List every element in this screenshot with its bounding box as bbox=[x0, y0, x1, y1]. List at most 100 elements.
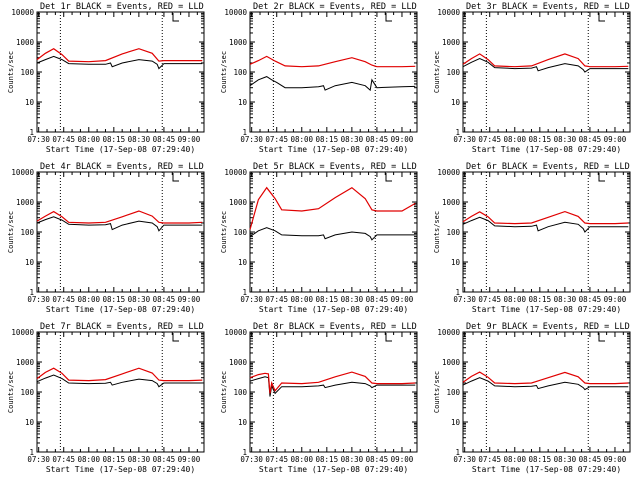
y-tick-label: 1 bbox=[242, 288, 247, 297]
x-tick-label: 08:00 bbox=[290, 135, 313, 144]
panel-title: Det 7r BLACK = Events, RED = LLD bbox=[40, 322, 204, 332]
y-tick-label: 100 bbox=[20, 68, 34, 77]
plot-frame bbox=[462, 11, 631, 133]
x-tick-label: 08:30 bbox=[341, 135, 364, 144]
x-tick-label: 08:30 bbox=[128, 295, 151, 304]
lld-series-line bbox=[249, 55, 416, 68]
x-tick-label: 08:15 bbox=[316, 455, 339, 464]
interval-mark bbox=[172, 173, 179, 182]
y-tick-label: 10 bbox=[238, 418, 248, 427]
x-axis-label: Start Time (17-Sep-08 07:29:40) bbox=[259, 465, 408, 474]
panel-3: Det 3r BLACK = Events, RED = LLD 1 10 100 10… bbox=[433, 2, 631, 154]
x-tick-label: 09:00 bbox=[604, 295, 627, 304]
y-tick-label: 1 bbox=[29, 448, 34, 457]
y-tick-label: 1000 bbox=[229, 198, 248, 207]
x-tick-label: 07:30 bbox=[453, 135, 476, 144]
lld-series-line bbox=[36, 210, 203, 224]
y-tick-label: 10000 bbox=[437, 8, 460, 17]
x-tick-label: 07:45 bbox=[265, 295, 288, 304]
interval-mark bbox=[385, 173, 392, 182]
panel-title: Det 6r BLACK = Events, RED = LLD bbox=[466, 162, 630, 172]
x-tick-label: 08:00 bbox=[503, 295, 526, 304]
x-tick-label: 07:45 bbox=[52, 295, 75, 304]
y-tick-label: 10 bbox=[25, 98, 35, 107]
y-tick-label: 1000 bbox=[229, 38, 248, 47]
events-series-line bbox=[36, 55, 203, 70]
y-axis-label: Counts/sec bbox=[7, 371, 15, 413]
x-tick-label: 08:45 bbox=[579, 135, 602, 144]
y-tick-label: 10000 bbox=[224, 328, 247, 337]
x-tick-label: 08:30 bbox=[341, 455, 364, 464]
y-tick-label: 10000 bbox=[11, 8, 34, 17]
x-tick-label: 09:00 bbox=[178, 135, 201, 144]
lld-series-line bbox=[462, 53, 629, 68]
events-series-line bbox=[462, 216, 629, 233]
panel-5: Det 5r BLACK = Events, RED = LLD 1 10 100 10… bbox=[220, 162, 418, 314]
y-axis-label: Counts/sec bbox=[433, 211, 441, 253]
y-tick-label: 1 bbox=[455, 288, 460, 297]
events-series-line bbox=[249, 76, 416, 92]
x-tick-label: 08:00 bbox=[503, 135, 526, 144]
y-tick-label: 10000 bbox=[224, 8, 247, 17]
events-series-line bbox=[249, 227, 416, 241]
events-series-line bbox=[462, 58, 629, 73]
y-tick-label: 100 bbox=[446, 68, 460, 77]
y-tick-label: 100 bbox=[20, 228, 34, 237]
y-axis-label: Counts/sec bbox=[7, 51, 15, 93]
lld-series-line bbox=[249, 186, 416, 230]
x-tick-label: 08:00 bbox=[77, 295, 100, 304]
interval-mark bbox=[598, 173, 605, 182]
y-tick-label: 1000 bbox=[442, 38, 461, 47]
lld-series-line bbox=[249, 371, 416, 394]
plot-frame bbox=[36, 331, 205, 453]
panel-2: Det 2r BLACK = Events, RED = LLD 1 10 100 10… bbox=[220, 2, 418, 154]
y-tick-label: 10 bbox=[25, 258, 35, 267]
x-tick-label: 07:30 bbox=[240, 455, 263, 464]
x-tick-label: 09:00 bbox=[391, 135, 414, 144]
y-tick-label: 10000 bbox=[11, 168, 34, 177]
x-tick-label: 08:15 bbox=[103, 135, 126, 144]
x-tick-label: 07:45 bbox=[265, 455, 288, 464]
plot-frame bbox=[462, 331, 631, 453]
panel-title: Det 4r BLACK = Events, RED = LLD bbox=[40, 162, 204, 172]
y-tick-label: 1 bbox=[455, 128, 460, 137]
x-tick-label: 08:30 bbox=[128, 135, 151, 144]
x-axis-label: Start Time (17-Sep-08 07:29:40) bbox=[472, 305, 621, 314]
plot-frame bbox=[249, 11, 418, 133]
x-tick-label: 08:45 bbox=[579, 295, 602, 304]
x-tick-label: 07:30 bbox=[453, 295, 476, 304]
plot-frame bbox=[249, 331, 418, 453]
x-tick-label: 08:15 bbox=[529, 455, 552, 464]
x-tick-label: 08:30 bbox=[554, 135, 577, 144]
x-tick-label: 09:00 bbox=[178, 455, 201, 464]
interval-mark bbox=[385, 13, 392, 22]
y-tick-label: 1000 bbox=[16, 38, 35, 47]
y-tick-label: 10 bbox=[451, 418, 461, 427]
y-tick-label: 10 bbox=[25, 418, 35, 427]
y-axis-label: Counts/sec bbox=[433, 371, 441, 413]
events-series-line bbox=[36, 216, 203, 232]
panel-title: Det 9r BLACK = Events, RED = LLD bbox=[466, 322, 630, 332]
y-tick-label: 10000 bbox=[224, 168, 247, 177]
x-tick-label: 08:30 bbox=[341, 295, 364, 304]
panel-title: Det 8r BLACK = Events, RED = LLD bbox=[253, 322, 417, 332]
interval-mark bbox=[385, 333, 392, 342]
x-axis-label: Start Time (17-Sep-08 07:29:40) bbox=[46, 465, 195, 474]
x-tick-label: 08:00 bbox=[77, 135, 100, 144]
x-tick-label: 08:30 bbox=[128, 455, 151, 464]
x-tick-label: 07:45 bbox=[478, 295, 501, 304]
events-series-line bbox=[249, 376, 416, 397]
x-tick-label: 08:00 bbox=[503, 455, 526, 464]
panel-title: Det 2r BLACK = Events, RED = LLD bbox=[253, 2, 417, 12]
x-tick-label: 07:30 bbox=[27, 135, 50, 144]
y-tick-label: 10000 bbox=[11, 328, 34, 337]
x-tick-label: 07:45 bbox=[52, 455, 75, 464]
x-tick-label: 09:00 bbox=[391, 295, 414, 304]
panel-4: Det 4r BLACK = Events, RED = LLD 1 10 100 10… bbox=[7, 162, 205, 314]
x-tick-label: 08:15 bbox=[316, 295, 339, 304]
y-tick-label: 10000 bbox=[437, 328, 460, 337]
y-tick-label: 100 bbox=[233, 388, 247, 397]
interval-mark bbox=[598, 13, 605, 22]
y-tick-label: 1 bbox=[242, 448, 247, 457]
panel-6: Det 6r BLACK = Events, RED = LLD 1 10 100 10… bbox=[433, 162, 631, 314]
